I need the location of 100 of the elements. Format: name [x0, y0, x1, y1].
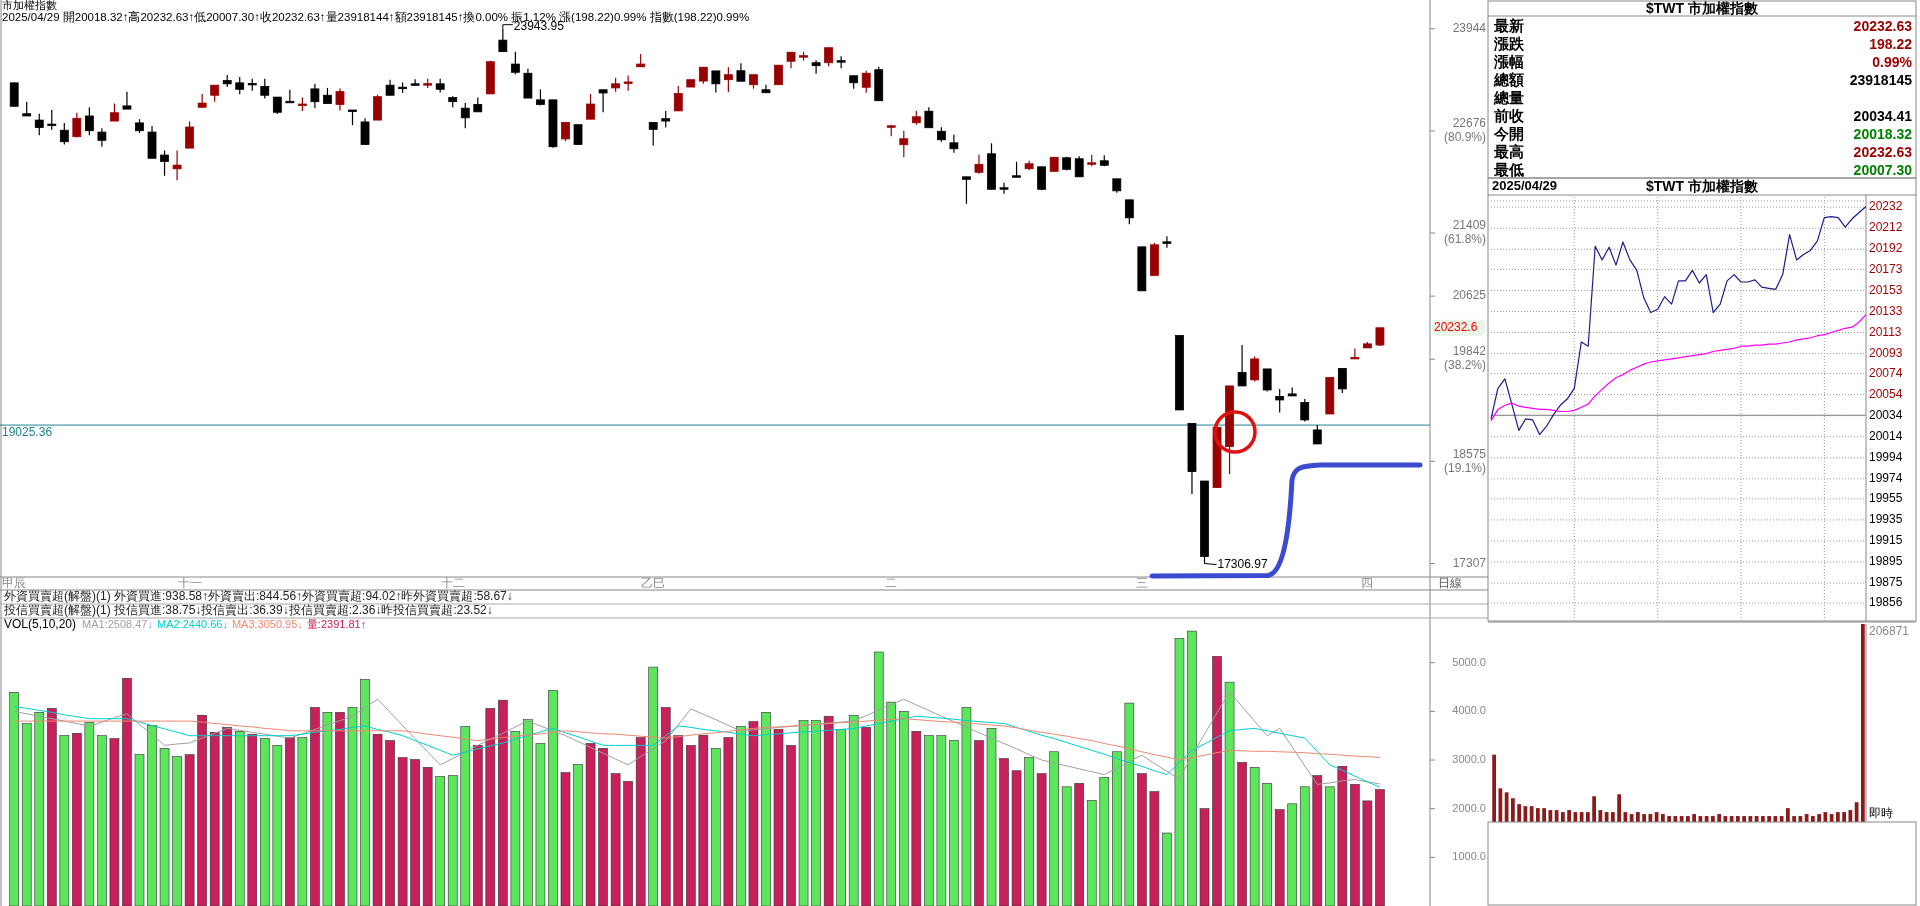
bar [1842, 812, 1846, 822]
bar [197, 714, 207, 906]
chart-subtitle: 2025/04/29 [1492, 178, 1558, 194]
category-label: 今開 [1493, 124, 1524, 142]
chart-title: 市加權指數 [2, 0, 57, 11]
bar [698, 734, 709, 906]
bar [961, 707, 972, 906]
bar [899, 711, 909, 906]
candlestick [1124, 199, 1134, 225]
category-label: 最高 [1493, 142, 1524, 160]
bar [761, 712, 771, 906]
bar [1517, 804, 1521, 822]
bar [447, 775, 458, 906]
bar [1854, 802, 1859, 822]
chart-title: $TWT 市加權指數 [1646, 177, 1759, 194]
text: 0.99% [1872, 53, 1912, 70]
bar [21, 723, 32, 906]
category-label: 最低 [1493, 160, 1524, 178]
bar [660, 707, 671, 906]
bar [335, 712, 345, 906]
x-tick-label: 十二 [440, 576, 465, 591]
bar [1586, 812, 1590, 822]
bar [385, 740, 395, 906]
bar [623, 781, 633, 906]
bar [560, 772, 571, 906]
candlestick [924, 106, 934, 129]
y-tick-label: 19875 [1869, 575, 1903, 590]
line-series [13, 706, 1381, 788]
candlestick [1250, 355, 1260, 383]
bar [648, 666, 658, 906]
candlestick [962, 176, 971, 205]
y-tick-label: 1000.0 [1452, 850, 1486, 863]
text: 20007.30 [1853, 161, 1912, 178]
candlestick [122, 91, 132, 110]
text: 即時 [1869, 806, 1893, 821]
bar [97, 735, 107, 906]
y-tick-label: 19974 [1869, 471, 1903, 486]
bar [435, 776, 445, 906]
candlestick [59, 122, 69, 146]
bar [1504, 792, 1509, 822]
bar [974, 740, 984, 906]
candlestick [47, 109, 57, 131]
bar [485, 708, 496, 906]
candlestick [185, 120, 195, 149]
bar [1049, 751, 1059, 906]
bar [1511, 798, 1515, 822]
candlestick [34, 113, 44, 136]
bar [1099, 777, 1110, 906]
text: $TWT 市加權指數 [1646, 0, 1759, 16]
bar [347, 707, 358, 906]
x-tick-label: 四 [1361, 576, 1374, 591]
bar [1325, 786, 1335, 906]
bar [798, 720, 809, 906]
y-tick-label: 19935 [1869, 512, 1903, 527]
bar [498, 699, 508, 906]
y-tick-label: 22676 (80.9%) [1443, 116, 1487, 145]
bar [523, 719, 533, 906]
bar [1024, 757, 1034, 906]
candlestick [648, 121, 658, 146]
category-label: 總額 [1493, 70, 1524, 88]
y-tick-label: 4000.0 [1452, 704, 1486, 717]
bar [159, 748, 170, 906]
candlestick [673, 85, 683, 112]
y-tick-label: 17307 [1452, 555, 1487, 570]
bar [1375, 789, 1385, 906]
bar [285, 737, 295, 906]
candlestick [1337, 367, 1347, 394]
annotation: 投信買賣超(解盤)(1) 投信買進:38.75↓投信賣出:36.39↓投信買賣超:2.36↓昨投信買賣超:23.52↓ [3, 603, 493, 618]
candlestick [410, 78, 420, 86]
y-tick-label: 20133 [1869, 303, 1903, 318]
x-tick-label: 甲辰 [2, 576, 27, 591]
candlestick [1074, 155, 1084, 178]
candlestick [9, 82, 19, 107]
y-tick-label: 20173 [1869, 261, 1903, 276]
category-label: 最新 [1493, 16, 1524, 34]
text: 20232.63 [1853, 143, 1912, 160]
bar [272, 745, 283, 906]
category-label: 前收 [1493, 106, 1525, 124]
line-series [1490, 314, 1867, 422]
candlestick [561, 121, 570, 142]
text: 外資買賣超(解盤)(1) 外資買進:938.58↑外資賣出:844.56↑外資買賣超:94.02↑昨外資買賣超:58.67↓ [4, 589, 513, 604]
x-tick-label: 乙巳 [641, 576, 666, 591]
bar [1112, 751, 1122, 906]
bar [1174, 638, 1185, 906]
bar [886, 701, 897, 906]
bar [1212, 656, 1222, 906]
x-tick-label: 二 [885, 576, 898, 591]
candlestick [736, 62, 746, 82]
y-tick-label: 5000.0 [1452, 655, 1486, 668]
bar [911, 731, 922, 906]
candlestick [723, 66, 733, 93]
candlestick [1375, 327, 1385, 347]
bar [1274, 809, 1285, 906]
bar [598, 748, 608, 906]
y-tick-label: 18575 (19.1%) [1443, 446, 1487, 475]
bar [1061, 786, 1072, 906]
bar [949, 740, 959, 906]
bar [610, 773, 621, 906]
bar [861, 727, 872, 906]
bar [736, 726, 746, 906]
